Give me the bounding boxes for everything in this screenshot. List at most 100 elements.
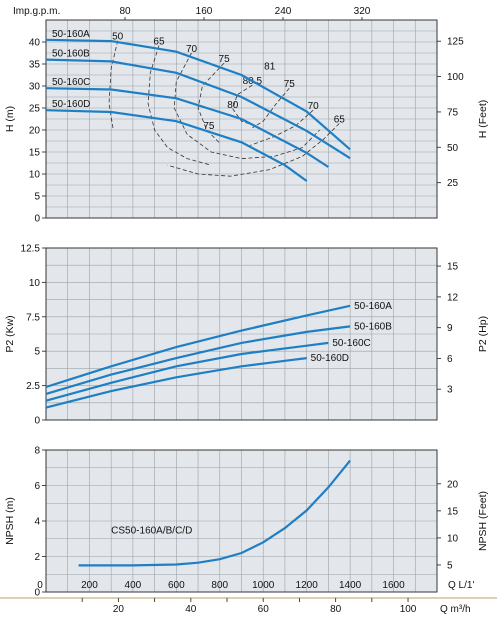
head-ytick-label: 40 xyxy=(29,38,41,49)
bottom-axis-ls-tick-label: 1000 xyxy=(252,580,275,591)
bottom-axis-ls-tick-label: 1400 xyxy=(339,580,362,591)
head-series-label: 50-160A xyxy=(52,29,90,40)
head-ytick-label: 25 xyxy=(29,104,41,115)
efficiency-label: 75 xyxy=(219,54,231,65)
iso-efficiency-curve xyxy=(252,87,290,129)
npsh-ytick-right-label: 10 xyxy=(447,533,459,544)
head-ylabel: H (m) xyxy=(4,106,16,132)
bottom-axis-ls-tick-label: 200 xyxy=(81,580,98,591)
bottom-axis-m3h-label: Q m³/h xyxy=(440,604,471,615)
head-ytick-right-label: 125 xyxy=(447,37,464,48)
efficiency-label: 81 xyxy=(264,62,276,73)
npsh-series-label: CS50-160A/B/C/D xyxy=(111,525,192,536)
bottom-axis-ls-tick-label: 800 xyxy=(211,580,228,591)
bottom-axis-m3h-tick-label: 40 xyxy=(185,604,197,615)
iso-efficiency-curve xyxy=(108,40,119,131)
iso-efficiency-curve xyxy=(250,109,314,146)
head-ytick-label: 35 xyxy=(29,60,41,71)
head-ytick-right-label: 75 xyxy=(447,107,459,118)
top-axis-tick-label: 240 xyxy=(275,6,292,17)
head-series-label: 50-160B xyxy=(52,49,90,60)
power-ytick-right-label: 15 xyxy=(447,262,459,273)
efficiency-label: 75 xyxy=(284,79,296,90)
iso-efficiency-curve xyxy=(167,123,340,177)
head-curve-50-160c xyxy=(45,87,329,168)
power-ytick-label: 7.5 xyxy=(26,312,40,323)
npsh-ytick-right-label: 5 xyxy=(447,560,453,571)
top-axis-tick-label: 80 xyxy=(119,6,131,17)
npsh-ytick-right-label: 15 xyxy=(447,506,459,517)
efficiency-label: 70 xyxy=(308,101,320,112)
head-ytick-label: 10 xyxy=(29,170,41,181)
head-ytick-label: 5 xyxy=(34,192,40,203)
efficiency-label: 65 xyxy=(334,114,346,125)
power-curve-50-160c xyxy=(45,341,329,402)
head-ytick-label: 0 xyxy=(34,214,40,225)
npsh-ytick-label: 4 xyxy=(34,517,40,528)
npsh-ylabel-right: NPSH (Feet) xyxy=(477,491,489,551)
bottom-axis-ls-tick-label: 1600 xyxy=(382,580,405,591)
bottom-axis-ls-tick-label: 600 xyxy=(168,580,185,591)
power-curve-50-160a xyxy=(45,304,351,389)
iso-efficiency-curve xyxy=(232,84,255,126)
npsh-ytick-label: 8 xyxy=(34,446,40,457)
head-curve-50-160a xyxy=(45,38,351,151)
top-axis-label: Imp.g.p.m. xyxy=(13,6,60,17)
bottom-axis-m3h-tick-label: 80 xyxy=(330,604,342,615)
efficiency-label: 70 xyxy=(186,44,198,55)
efficiency-label: 50 xyxy=(112,32,124,43)
power-ylabel-right: P2 (Hp) xyxy=(477,316,489,352)
power-ytick-label: 0 xyxy=(34,416,40,427)
power-series-label: 50-160B xyxy=(354,321,392,332)
power-series-label: 50-160C xyxy=(332,338,370,349)
npsh-ytick-label: 6 xyxy=(34,481,40,492)
bottom-axis-ls-label: Q L/1' xyxy=(448,580,474,591)
head-panel-frame xyxy=(45,19,438,219)
power-series-label: 50-160A xyxy=(354,301,392,312)
power-ytick-label: 12.5 xyxy=(21,244,41,255)
iso-efficiency-curve xyxy=(173,52,320,160)
power-curve-50-160b xyxy=(45,325,351,395)
efficiency-label: 65 xyxy=(153,37,165,48)
bottom-axis-ls-tick-label: 400 xyxy=(125,580,142,591)
top-axis-tick-label: 320 xyxy=(354,6,371,17)
head-ytick-label: 15 xyxy=(29,148,41,159)
head-series-label: 50-160C xyxy=(52,77,90,88)
head-ytick-label: 30 xyxy=(29,82,41,93)
power-ytick-right-label: 12 xyxy=(447,292,459,303)
npsh-ylabel: NPSH (m) xyxy=(4,497,16,545)
bottom-axis-m3h-tick-label: 100 xyxy=(400,604,417,615)
bottom-axis-m3h-tick-label: 60 xyxy=(258,604,270,615)
head-curve-50-160d xyxy=(45,109,308,182)
head-ytick-right-label: 25 xyxy=(447,178,459,189)
head-series-label: 50-160D xyxy=(52,99,90,110)
power-ytick-label: 2.5 xyxy=(26,381,40,392)
power-ytick-right-label: 6 xyxy=(447,354,453,365)
head-ylabel-right: H (Feet) xyxy=(477,100,489,139)
head-ytick-right-label: 50 xyxy=(447,143,459,154)
power-ytick-label: 5 xyxy=(34,347,40,358)
power-ytick-right-label: 3 xyxy=(447,385,453,396)
iso-efficiency-curve xyxy=(197,62,225,144)
power-ytick-label: 10 xyxy=(29,278,41,289)
power-ytick-right-label: 9 xyxy=(447,323,453,334)
power-series-label: 50-160D xyxy=(311,353,349,364)
efficiency-label: 80 xyxy=(227,100,239,111)
npsh-curve-cs50-160a/b/c/d xyxy=(78,459,351,567)
power-curve-50-160d xyxy=(45,357,307,409)
npsh-ytick-label: 0 xyxy=(34,588,40,599)
bottom-axis-m3h-tick-label: 20 xyxy=(113,604,125,615)
power-panel-frame xyxy=(45,247,438,421)
bottom-axis-ls-tick-label: 1200 xyxy=(296,580,319,591)
npsh-ytick-label: 2 xyxy=(34,552,40,563)
npsh-ytick-right-label: 20 xyxy=(447,479,459,490)
top-axis-tick-label: 160 xyxy=(196,6,213,17)
efficiency-label: 75 xyxy=(203,121,215,132)
bottom-axis-ls-tick-label: 0 xyxy=(37,580,43,591)
head-ytick-label: 20 xyxy=(29,126,41,137)
head-ytick-right-label: 100 xyxy=(447,72,464,83)
head-curve-50-160b xyxy=(45,58,351,160)
power-ylabel: P2 (Kw) xyxy=(4,315,16,352)
iso-efficiency-curve xyxy=(147,45,212,166)
